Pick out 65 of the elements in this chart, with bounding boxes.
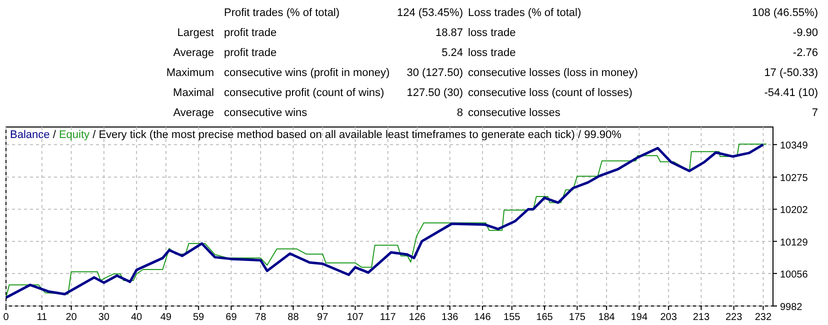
text: Average (173, 47, 214, 59)
text: Profit trades (% of total) (224, 7, 340, 19)
text: 7 (812, 107, 818, 119)
x-tick-label: 49 (160, 312, 172, 323)
text: consecutive losses (468, 107, 561, 119)
y-tick-label: 10129 (780, 237, 808, 248)
chart-title: Every tick (the most precise method based on all available least timeframes to generate each tick) / 99.90% (98, 129, 622, 141)
y-tick-label: 10275 (780, 173, 808, 184)
text: 8 (456, 107, 463, 119)
x-tick-label: 175 (568, 312, 586, 323)
text: Largest (177, 27, 214, 39)
text: 18.87 (435, 27, 463, 39)
x-tick-label: 232 (754, 312, 772, 323)
x-tick-label: 146 (474, 312, 492, 323)
text: Maximal (173, 87, 214, 99)
text: profit trade (224, 47, 277, 59)
text: 127.50 (30) (406, 87, 463, 99)
y-tick-label: 10056 (780, 269, 808, 280)
text: 5.24 (442, 47, 463, 59)
x-tick-label: 117 (380, 312, 396, 323)
x-tick-label: 155 (504, 312, 521, 323)
text: -54.41 (10) (764, 87, 818, 99)
text: consecutive profit (count of wins) (224, 87, 384, 99)
legend-title: / (50, 129, 59, 141)
x-tick-label: 126 (408, 312, 426, 323)
text: loss trade (468, 27, 516, 39)
text: consecutive wins (224, 107, 308, 119)
text: / (92, 129, 96, 141)
text: consecutive losses (loss in money) (468, 67, 638, 79)
text: consecutive wins (profit in money) (224, 67, 390, 79)
x-tick-label: 69 (226, 312, 238, 323)
x-tick-label: 59 (193, 312, 205, 323)
text: Loss trades (% of total) (468, 7, 582, 19)
y-tick-label: 10349 (780, 140, 808, 152)
x-tick-label: 107 (346, 312, 364, 323)
text: profit trade (224, 27, 277, 39)
text: consecutive loss (count of losses) (468, 87, 632, 99)
text: -2.76 (792, 47, 818, 59)
x-tick-label: 78 (255, 312, 267, 323)
text: Balance (10, 129, 50, 141)
x-tick-label: 223 (725, 312, 743, 323)
x-tick-label: 165 (536, 312, 554, 323)
y-tick-label: 10202 (780, 205, 808, 216)
x-tick-label: 88 (288, 312, 300, 323)
x-tick-label: 136 (442, 312, 459, 323)
x-tick-label: 97 (317, 312, 329, 323)
x-tick-label: 184 (598, 312, 616, 323)
x-tick-label: 213 (692, 312, 710, 323)
x-tick-label: 11 (36, 312, 48, 323)
text: 17 (-50.33) (764, 67, 818, 79)
text: 108 (46.55%) (752, 7, 818, 19)
x-tick-label: 40 (130, 312, 143, 323)
text: Maximum (166, 67, 214, 79)
x-tick-label: 194 (630, 312, 648, 323)
text: Average (173, 107, 214, 119)
text: 30 (127.50) (406, 67, 463, 79)
text: 124 (53.45%) (396, 7, 463, 19)
y-tick-label: 9982 (780, 302, 803, 313)
text: Equity (58, 129, 90, 141)
x-tick-label: 20 (66, 312, 78, 323)
text: loss trade (468, 47, 516, 59)
text: -9.90 (792, 27, 818, 39)
x-tick-label: 30 (98, 312, 110, 323)
x-tick-label: 203 (660, 312, 678, 323)
x-tick-label: 0 (3, 312, 10, 323)
